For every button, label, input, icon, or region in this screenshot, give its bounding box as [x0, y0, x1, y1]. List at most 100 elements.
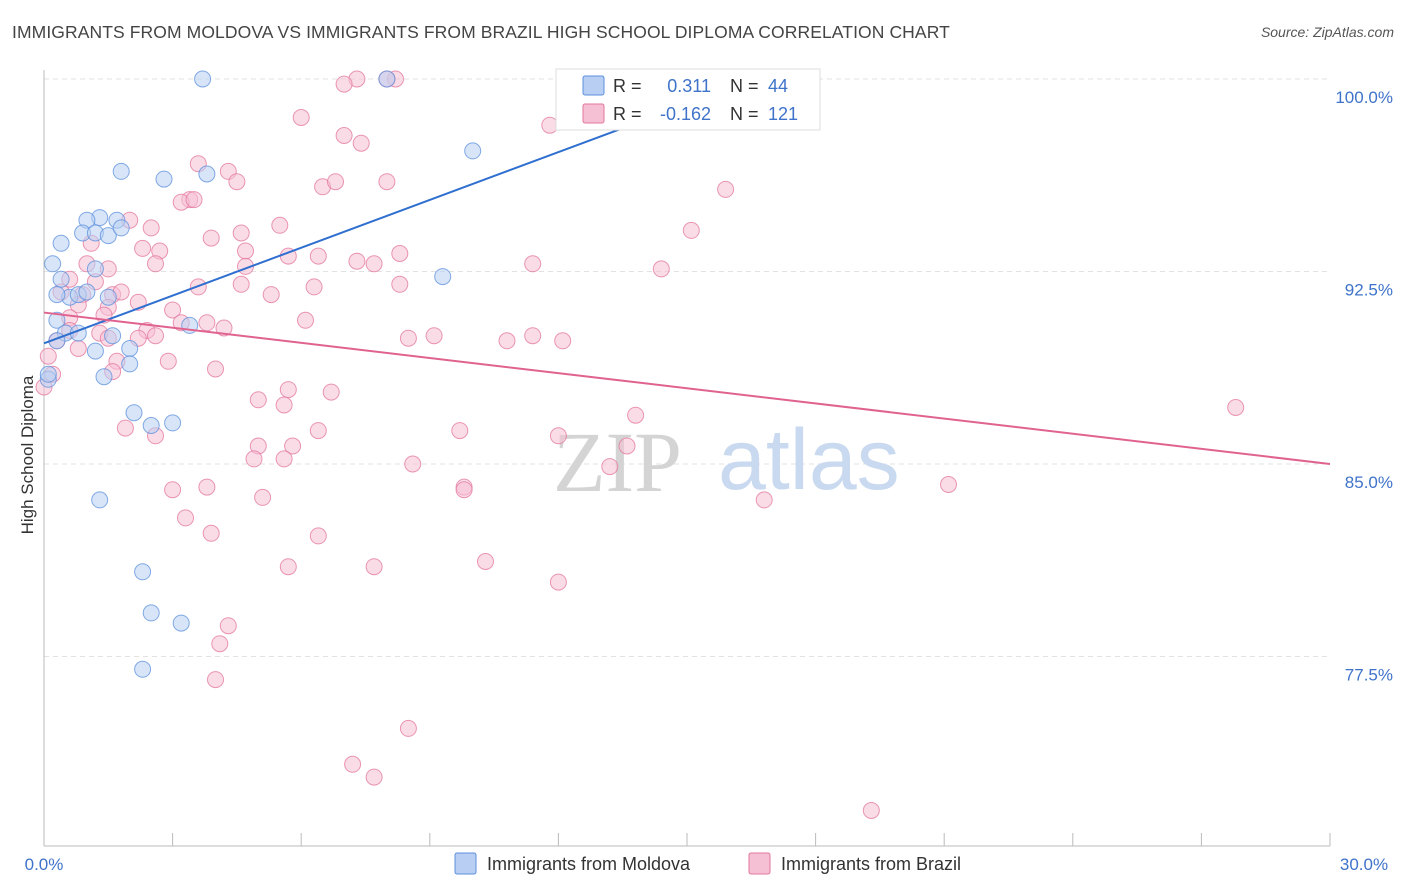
moldova-point [112, 162, 130, 180]
brazil-point [399, 329, 417, 347]
y-tick-labels: 100.0% 92.5% 85.0% 77.5% [1335, 88, 1393, 685]
brazil-point [237, 242, 254, 260]
brazil-point [335, 75, 353, 93]
brazil-point [524, 255, 542, 273]
x-ticks [43, 833, 1331, 846]
brazil-point [755, 491, 773, 509]
brazil-point [378, 173, 396, 191]
trend-line-moldova [43, 98, 701, 345]
moldova-point [39, 365, 57, 383]
brazil-point [601, 458, 619, 476]
brazil-point [232, 275, 250, 293]
series-legend: Immigrants from Moldova Immigrants from … [454, 852, 961, 875]
brazil-point [254, 488, 272, 506]
brazil-point [202, 524, 220, 542]
brazil-point [147, 255, 164, 273]
brazil-point [305, 278, 323, 296]
brazil-point [262, 286, 280, 304]
moldova-point [99, 288, 117, 306]
brazil-point [164, 301, 182, 319]
trend-lines [43, 98, 1331, 465]
brazil-point [142, 219, 160, 237]
source-note: Source: ZipAtlas.com [1260, 24, 1394, 40]
bottom-legend-swatch-moldova [454, 852, 477, 875]
moldova-point [112, 219, 130, 237]
x-tick-label-max: 30.0% [1340, 855, 1388, 874]
moldova-point [464, 142, 482, 160]
brazil-point [134, 239, 152, 257]
brazil-point [365, 558, 383, 576]
brazil-point [627, 406, 645, 424]
watermark-atlas: atlas [718, 412, 900, 508]
legend-n-label-moldova: N = [730, 76, 759, 96]
brazil-point [275, 450, 293, 468]
chart-title: IMMIGRANTS FROM MOLDOVA VS IMMIGRANTS FR… [12, 22, 950, 42]
moldova-point [142, 417, 160, 434]
brazil-point [249, 391, 267, 409]
brazil-point [365, 768, 383, 786]
brazil-point [327, 173, 344, 191]
moldova-point [434, 268, 452, 286]
brazil-point [207, 360, 224, 378]
brazil-point [279, 381, 297, 399]
brazil-point [541, 116, 559, 134]
brazil-point [297, 311, 314, 329]
moldova-point [44, 255, 62, 273]
brazil-point [524, 327, 542, 345]
moldova-point [134, 660, 152, 678]
y-tick-label: 100.0% [1335, 88, 1393, 107]
brazil-point [391, 245, 409, 262]
moldova-point [121, 355, 139, 373]
legend-r-value-brazil: -0.162 [660, 104, 711, 124]
brazil-point [284, 437, 302, 455]
legend-r-label-moldova: R = [613, 76, 642, 96]
brazil-point [554, 332, 572, 350]
legend-n-value-moldova: 44 [768, 76, 788, 96]
moldova-point [86, 260, 104, 278]
brazil-point [292, 109, 310, 126]
brazil-point [498, 332, 516, 350]
legend-r-value-moldova: 0.311 [667, 76, 711, 96]
watermark: ZIP atlas [553, 412, 900, 510]
brazil-point [344, 755, 362, 773]
moldova-point [48, 286, 66, 304]
brazil-point [219, 617, 237, 635]
brazil-point [69, 340, 87, 357]
brazil-point [279, 558, 297, 576]
brazil-point [352, 134, 370, 152]
moldova-point [91, 491, 109, 509]
brazil-point [271, 216, 289, 234]
brazil-point [215, 319, 233, 337]
bottom-legend-swatch-brazil [748, 852, 771, 875]
watermark-zip: ZIP [553, 414, 682, 510]
moldova-point [164, 414, 182, 432]
legend-swatch-moldova [582, 75, 605, 96]
moldova-point [99, 227, 117, 245]
brazil-point [322, 383, 340, 401]
brazil-point [451, 422, 469, 440]
brazil-point [365, 255, 383, 273]
brazil-point [477, 553, 494, 570]
moldova-point [172, 614, 190, 632]
y-tick-label: 85.0% [1345, 473, 1393, 492]
brazil-point [404, 455, 422, 473]
brazil-point [198, 478, 216, 496]
brazil-point [198, 314, 216, 332]
stats-legend: R = 0.311 N = 44 R = -0.162 N = 121 [555, 68, 821, 131]
brazil-point [185, 191, 203, 209]
brazil-point [309, 527, 327, 545]
moldova-point [378, 70, 396, 88]
moldova-point [78, 283, 96, 301]
moldova-point [52, 270, 70, 288]
legend-swatch-brazil [582, 103, 605, 124]
brazil-point [275, 396, 293, 414]
brazil-point [682, 221, 700, 239]
legend-r-label-brazil: R = [613, 104, 642, 124]
brazil-point [202, 229, 220, 247]
brazil-point [1227, 399, 1245, 416]
brazil-point [348, 252, 366, 270]
moldova-point [134, 563, 152, 581]
brazil-point [549, 573, 567, 591]
brazil-point [147, 327, 164, 345]
